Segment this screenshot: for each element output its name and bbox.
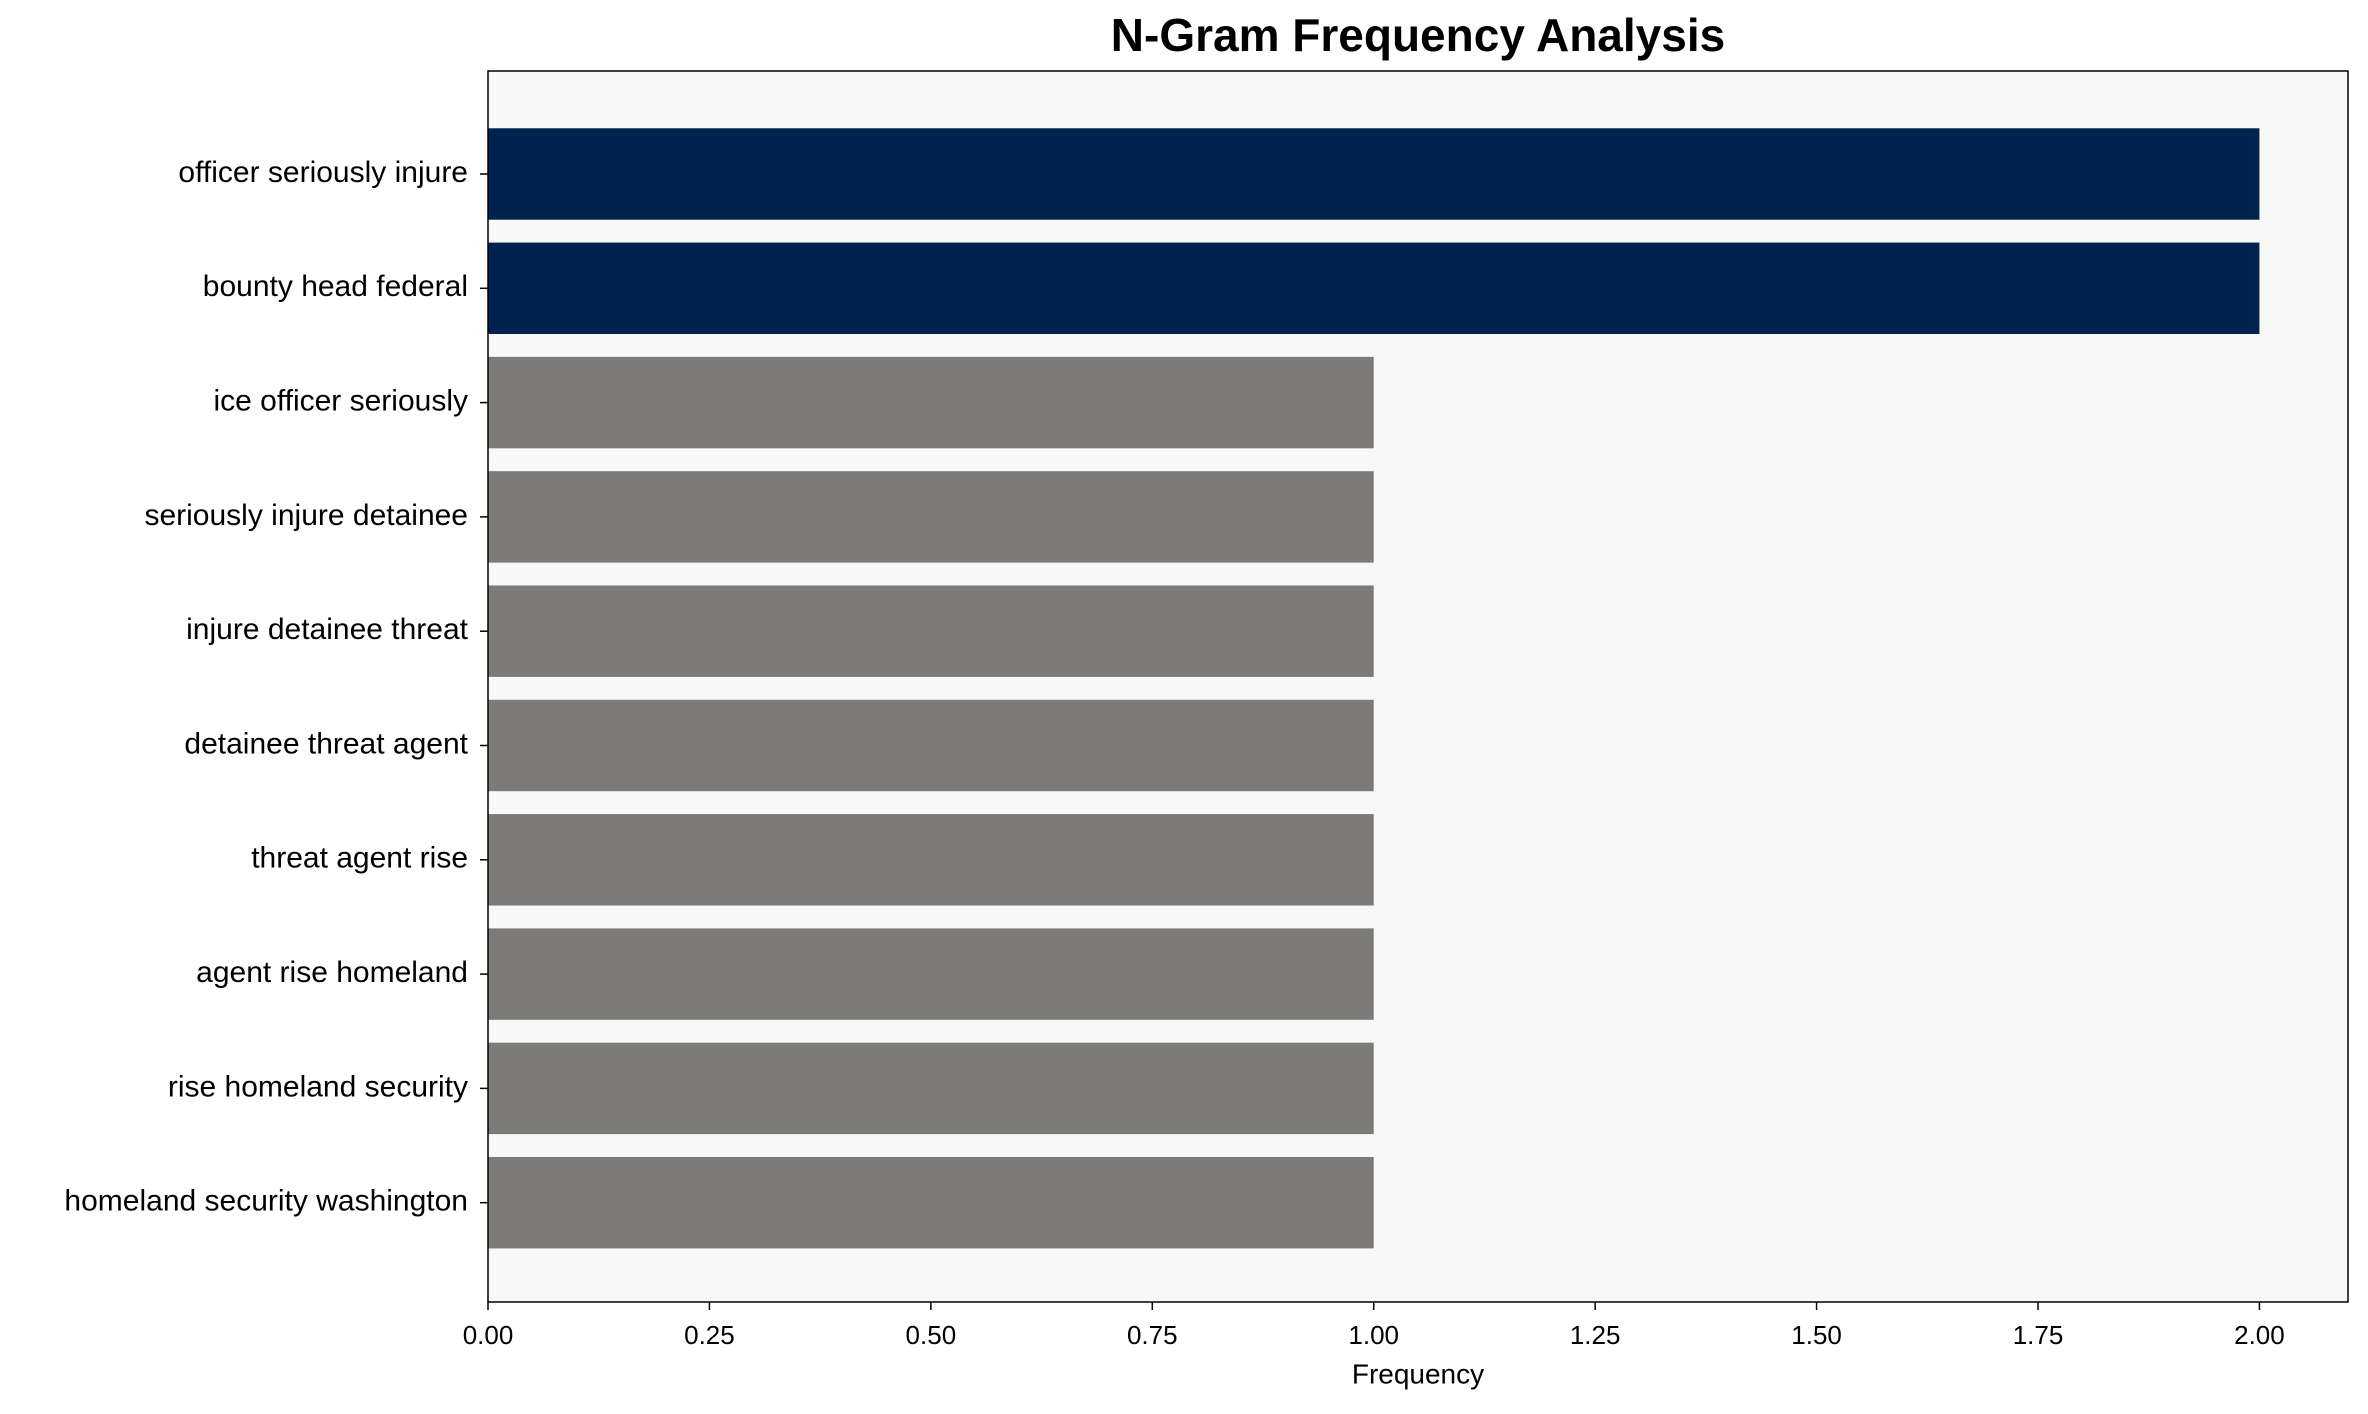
bar xyxy=(488,1042,1374,1135)
y-tick-label: rise homeland security xyxy=(168,1070,468,1103)
bar xyxy=(488,471,1374,563)
x-tick-label: 0.00 xyxy=(463,1320,514,1350)
x-tick-label: 0.75 xyxy=(1127,1320,1178,1350)
y-tick-label: seriously injure detainee xyxy=(144,499,468,532)
bar xyxy=(488,699,1374,792)
y-tick-label: officer seriously injure xyxy=(178,156,468,189)
x-tick-label: 1.75 xyxy=(2013,1320,2064,1350)
plot-frame xyxy=(487,70,2349,1303)
x-tick-label: 0.50 xyxy=(906,1320,957,1350)
chart-title: N-Gram Frequency Analysis xyxy=(1111,9,1725,61)
x-axis-label: Frequency xyxy=(1352,1358,1484,1389)
x-tick-label: 0.25 xyxy=(684,1320,735,1350)
bar xyxy=(488,242,2260,335)
bar xyxy=(488,1156,1374,1249)
bar xyxy=(488,814,1374,906)
bar xyxy=(488,585,1374,677)
y-tick-label: homeland security washington xyxy=(64,1185,468,1218)
x-tick-label: 1.00 xyxy=(1348,1320,1399,1350)
bar xyxy=(488,128,2260,220)
y-tick-label: injure detainee threat xyxy=(186,613,469,646)
x-tick-label: 2.00 xyxy=(2234,1320,2285,1350)
x-tick-label: 1.25 xyxy=(1570,1320,1621,1350)
bar xyxy=(488,928,1374,1020)
y-tick-label: threat agent rise xyxy=(251,842,468,875)
y-tick-label: agent rise homeland xyxy=(196,956,468,989)
y-tick-label: ice officer seriously xyxy=(213,385,468,418)
x-tick-label: 1.50 xyxy=(1791,1320,1842,1350)
y-tick-label: bounty head federal xyxy=(203,270,468,303)
bar xyxy=(488,356,1374,449)
y-tick-label: detainee threat agent xyxy=(184,727,468,760)
